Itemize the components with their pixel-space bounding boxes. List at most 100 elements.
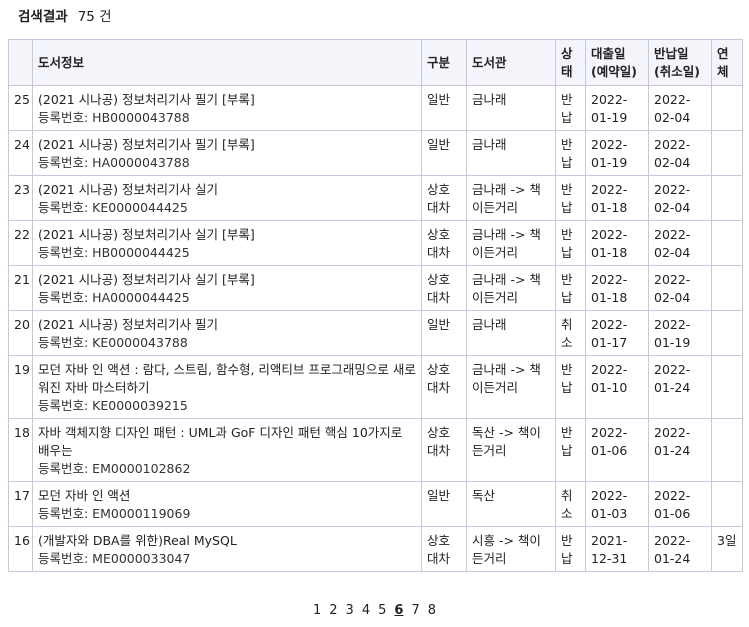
- cell-status: 반납: [555, 355, 586, 419]
- cell-status: 반납: [555, 418, 586, 482]
- col-header-no: [8, 39, 33, 86]
- cell-return-date: 2022-02-04: [648, 175, 712, 221]
- cell-library: 독산 -> 책이든거리: [466, 418, 556, 482]
- cell-loan-date: 2022-01-18: [585, 265, 649, 311]
- col-header-library: 도서관: [466, 39, 556, 86]
- table-row: 22 (2021 시나공) 정보처리기사 실기 [부록] 등록번호: HB00000…: [8, 220, 743, 266]
- page-link-7[interactable]: 7: [411, 603, 420, 618]
- registration-number: 등록번호: HB0000043788: [38, 110, 190, 125]
- book-title[interactable]: 모던 자바 인 액션: [38, 488, 131, 503]
- cell-overdue: [711, 130, 743, 176]
- page-link-3[interactable]: 3: [345, 603, 354, 618]
- table-row: 17 모던 자바 인 액션 등록번호: EM0000119069 일반 독산 취소 2022…: [8, 481, 743, 527]
- page-link-2[interactable]: 2: [329, 603, 338, 618]
- registration-number: 등록번호: KE0000039215: [38, 398, 188, 413]
- cell-status: 취소: [555, 310, 586, 356]
- cell-return-date: 2022-01-24: [648, 355, 712, 419]
- cell-status: 취소: [555, 481, 586, 527]
- book-title[interactable]: (2021 시나공) 정보처리기사 필기 [부록]: [38, 92, 255, 107]
- cell-overdue: [711, 265, 743, 311]
- cell-type: 일반: [421, 310, 467, 356]
- registration-number: 등록번호: ME0000033047: [38, 551, 191, 566]
- cell-overdue: [711, 418, 743, 482]
- page-link-8[interactable]: 8: [427, 603, 436, 618]
- cell-loan-date: 2022-01-19: [585, 130, 649, 176]
- registration-number: 등록번호: EM0000119069: [38, 506, 191, 521]
- book-title[interactable]: 자바 객체지향 디자인 패턴 : UML과 GoF 디자인 패턴 핵심 10가지…: [38, 425, 403, 458]
- cell-no: 19: [8, 355, 33, 419]
- page-link-1[interactable]: 1: [312, 603, 322, 618]
- registration-number: 등록번호: KE0000043788: [38, 335, 188, 350]
- table-row: 18 자바 객체지향 디자인 패턴 : UML과 GoF 디자인 패턴 핵심 10…: [8, 418, 743, 482]
- cell-status: 반납: [555, 130, 586, 176]
- cell-info: (2021 시나공) 정보처리기사 필기 [부록] 등록번호: HB0000043…: [32, 85, 422, 131]
- cell-no: 16: [8, 526, 33, 572]
- results-title: 검색결과: [18, 9, 68, 25]
- cell-type: 상호대차: [421, 526, 467, 572]
- cell-overdue: [711, 481, 743, 527]
- cell-overdue: [711, 85, 743, 131]
- cell-status: 반납: [555, 175, 586, 221]
- table-row: 23 (2021 시나공) 정보처리기사 실기 등록번호: KE0000044425…: [8, 175, 743, 221]
- cell-return-date: 2022-01-06: [648, 481, 712, 527]
- cell-library: 금나래 -> 책이든거리: [466, 265, 556, 311]
- col-header-info: 도서정보: [32, 39, 422, 86]
- book-title[interactable]: (2021 시나공) 정보처리기사 실기 [부록]: [38, 227, 255, 242]
- cell-loan-date: 2022-01-03: [585, 481, 649, 527]
- col-header-overdue: 연체: [711, 39, 743, 86]
- book-title[interactable]: 모던 자바 인 액션 : 람다, 스트림, 함수형, 리액티브 프로그래밍으로 …: [38, 362, 416, 395]
- book-title[interactable]: (개발자와 DBA를 위한)Real MySQL: [38, 533, 237, 548]
- cell-library: 시흥 -> 책이든거리: [466, 526, 556, 572]
- page-link-5[interactable]: 5: [378, 603, 387, 618]
- table-row: 21 (2021 시나공) 정보처리기사 실기 [부록] 등록번호: HA00000…: [8, 265, 743, 311]
- cell-overdue: [711, 355, 743, 419]
- results-header: 검색결과 75 건: [18, 5, 112, 25]
- table-row: 24 (2021 시나공) 정보처리기사 필기 [부록] 등록번호: HA00000…: [8, 130, 743, 176]
- cell-type: 상호대차: [421, 220, 467, 266]
- cell-info: (개발자와 DBA를 위한)Real MySQL 등록번호: ME00000330…: [32, 526, 422, 572]
- col-header-type: 구분: [421, 39, 467, 86]
- cell-no: 25: [8, 85, 33, 131]
- cell-type: 상호대차: [421, 418, 467, 482]
- cell-status: 반납: [555, 265, 586, 311]
- cell-overdue: [711, 175, 743, 221]
- table-header-row: 도서정보 구분 도서관 상태 대출일 (예약일) 반납일 (취소일) 연체: [8, 39, 743, 86]
- cell-no: 20: [8, 310, 33, 356]
- cell-no: 24: [8, 130, 33, 176]
- registration-number: 등록번호: HA0000044425: [38, 290, 190, 305]
- cell-info: (2021 시나공) 정보처리기사 실기 등록번호: KE0000044425: [32, 175, 422, 221]
- cell-return-date: 2022-02-04: [648, 220, 712, 266]
- cell-type: 일반: [421, 130, 467, 176]
- table-row: 16 (개발자와 DBA를 위한)Real MySQL 등록번호: ME000003…: [8, 526, 743, 572]
- loan-history-table: 도서정보 구분 도서관 상태 대출일 (예약일) 반납일 (취소일) 연체 25…: [8, 39, 743, 572]
- cell-overdue: 3일: [711, 526, 743, 572]
- book-title[interactable]: (2021 시나공) 정보처리기사 필기 [부록]: [38, 137, 255, 152]
- cell-type: 상호대차: [421, 265, 467, 311]
- table-row: 19 모던 자바 인 액션 : 람다, 스트림, 함수형, 리액티브 프로그래밍으…: [8, 355, 743, 419]
- col-header-return-date: 반납일 (취소일): [648, 39, 712, 86]
- book-title[interactable]: (2021 시나공) 정보처리기사 필기: [38, 317, 218, 332]
- cell-library: 금나래 -> 책이든거리: [466, 220, 556, 266]
- cell-return-date: 2022-02-04: [648, 85, 712, 131]
- book-title[interactable]: (2021 시나공) 정보처리기사 실기 [부록]: [38, 272, 255, 287]
- cell-info: (2021 시나공) 정보처리기사 실기 [부록] 등록번호: HA0000044…: [32, 265, 422, 311]
- cell-library: 금나래 -> 책이든거리: [466, 175, 556, 221]
- cell-no: 18: [8, 418, 33, 482]
- cell-info: 자바 객체지향 디자인 패턴 : UML과 GoF 디자인 패턴 핵심 10가지…: [32, 418, 422, 482]
- registration-number: 등록번호: EM0000102862: [38, 461, 191, 476]
- page-link-4[interactable]: 4: [361, 603, 371, 618]
- cell-return-date: 2022-01-24: [648, 418, 712, 482]
- cell-loan-date: 2022-01-10: [585, 355, 649, 419]
- cell-loan-date: 2022-01-06: [585, 418, 649, 482]
- cell-return-date: 2022-01-24: [648, 526, 712, 572]
- cell-type: 일반: [421, 481, 467, 527]
- cell-type: 상호대차: [421, 355, 467, 419]
- page-link-6[interactable]: 6: [394, 603, 404, 618]
- cell-library: 독산: [466, 481, 556, 527]
- book-title[interactable]: (2021 시나공) 정보처리기사 실기: [38, 182, 218, 197]
- cell-info: (2021 시나공) 정보처리기사 실기 [부록] 등록번호: HB0000044…: [32, 220, 422, 266]
- cell-no: 22: [8, 220, 33, 266]
